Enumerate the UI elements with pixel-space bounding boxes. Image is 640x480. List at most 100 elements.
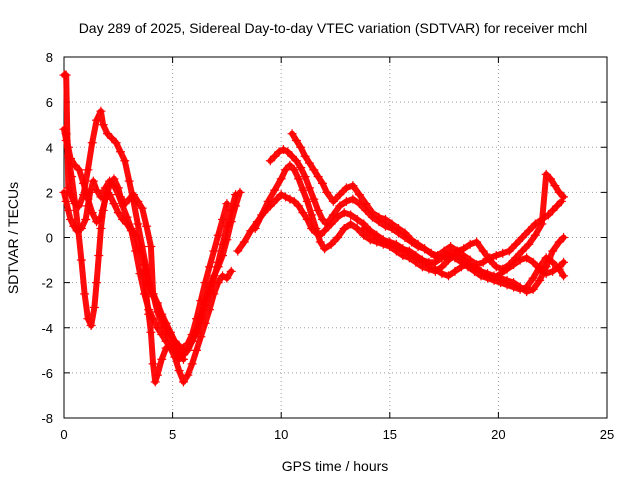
data-point-marker [398,244,408,254]
series-track-4 [61,129,188,364]
data-point-marker [174,354,184,364]
data-point-marker [142,221,152,231]
data-point-marker [478,246,488,256]
data-point-marker [150,377,160,387]
series-line [61,72,230,352]
data-point-marker [278,145,288,155]
data-point-marker [472,237,482,247]
data-point-marker [546,174,556,184]
data-point-marker [317,178,327,188]
data-point-marker [209,271,219,281]
data-point-marker [79,178,89,188]
data-point-marker [218,271,228,281]
data-point-marker [391,242,401,252]
data-point-marker [541,169,551,179]
data-point-marker [502,264,512,274]
y-tick-label: -8 [41,411,53,426]
data-point-marker [161,327,171,337]
data-point-marker [335,201,345,211]
data-point-marker [113,183,123,193]
data-point-marker [491,262,501,272]
data-point-marker [148,289,158,299]
data-point-marker [276,174,286,184]
data-point-marker [413,239,423,249]
data-point-marker [478,257,488,267]
x-axis-label: GPS time / hours [282,458,389,474]
data-point-marker [528,273,538,283]
data-point-marker [213,262,223,272]
data-point-marker [328,196,338,206]
data-point-marker [276,190,286,200]
data-point-marker [515,255,525,265]
data-point-marker [294,201,304,211]
data-point-marker [352,214,362,224]
x-tick-label: 20 [491,427,505,442]
data-point-marker [541,269,551,279]
data-point-marker [285,194,295,204]
data-point-marker [209,246,219,256]
data-point-marker [196,332,206,342]
data-point-marker [129,190,139,200]
data-point-marker [296,163,306,173]
data-point-marker [317,214,327,224]
data-point-marker [322,187,332,197]
data-point-marker [289,165,299,175]
y-tick-label: 2 [46,185,53,200]
data-point-marker [496,269,506,279]
data-point-marker [372,233,382,242]
data-point-marker [96,223,106,233]
data-point-marker [465,239,475,249]
series-track-7 [250,160,569,297]
data-point-marker [115,147,125,157]
data-point-marker [178,350,188,360]
data-point-marker [528,284,538,294]
data-point-marker [296,142,306,152]
data-point-marker [443,271,453,281]
data-point-marker [205,282,215,292]
data-point-marker [161,343,171,353]
data-point-marker [98,120,108,130]
data-point-marker [92,185,102,195]
y-tick-label: 6 [46,95,53,110]
data-point-marker [346,210,356,220]
data-point-marker [144,309,154,319]
data-point-marker [522,287,532,297]
data-point-marker [524,239,534,249]
data-point-marker [96,106,106,116]
data-point-marker [63,183,73,193]
data-point-marker [550,181,560,191]
data-point-marker [270,151,280,161]
data-point-marker [524,226,534,236]
data-point-marker [257,210,267,220]
data-point-marker [385,239,395,249]
data-point-marker [559,271,569,281]
data-point-marker [281,165,291,175]
data-point-marker [270,185,280,195]
data-point-marker [133,219,143,229]
data-point-marker [535,275,545,285]
data-point-marker [528,257,538,267]
data-point-marker [137,203,147,213]
series-line [61,126,235,385]
data-point-marker [311,223,321,233]
data-point-marker [109,199,119,209]
data-point-marker [83,314,93,324]
data-point-marker [559,233,569,242]
data-point-marker [83,165,93,175]
y-tick-label: 4 [46,140,53,155]
data-point-marker [233,246,243,256]
x-tick-label: 0 [60,427,67,442]
data-point-marker [131,246,141,256]
data-point-marker [170,345,180,355]
data-point-marker [291,156,301,166]
data-point-marker [178,377,188,387]
data-point-marker [476,266,486,276]
data-point-marker [70,199,80,209]
data-point-marker [335,190,345,200]
data-point-marker [320,226,330,236]
data-point-marker [80,289,90,299]
data-point-marker [239,237,249,247]
data-point-marker [339,208,349,218]
data-point-marker [341,183,351,193]
